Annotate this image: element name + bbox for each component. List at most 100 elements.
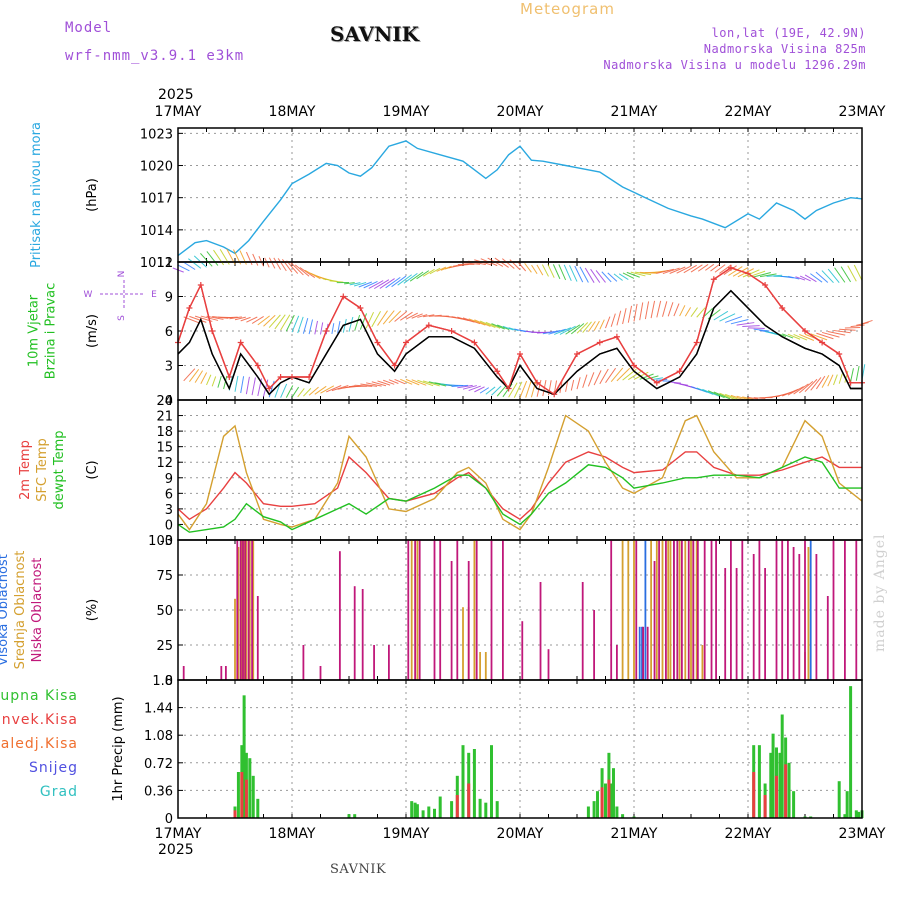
wind-arrow (710, 263, 720, 272)
wind-arrow (320, 385, 335, 394)
bottom-date-label: 22MAY (725, 826, 772, 842)
wind-arrow (371, 381, 387, 387)
wind-arrow (200, 253, 213, 267)
bar-konvek-kisa (763, 795, 767, 818)
wind-arrow (607, 272, 618, 282)
wind-arrow (610, 313, 616, 327)
wind-arrow (616, 367, 631, 382)
bar-visoka-oblacnost (809, 540, 812, 680)
y-tick-label: 6 (165, 325, 173, 340)
wind-arrow (291, 315, 300, 333)
wind-arrow (569, 265, 578, 282)
coords-label: lon,lat (19E, 42.9N) (711, 26, 866, 40)
bar-ukupna-kisa (769, 752, 773, 818)
y-tick-label: 21 (156, 410, 173, 425)
wind-arrow (570, 379, 575, 391)
wind-arrow (742, 396, 754, 400)
bar-ukupna-kisa (596, 791, 600, 818)
wind-arrow (377, 310, 388, 326)
bar-srednja-oblacnost (633, 540, 635, 680)
wind-arrow (194, 370, 204, 383)
wind-arrow (565, 324, 581, 335)
wind-arrow (462, 385, 477, 390)
wind-arrow (485, 321, 501, 329)
series-line-sfc-temp (177, 414, 863, 531)
top-date-label: 23MAY (839, 104, 886, 120)
wind-arrow (206, 251, 219, 266)
bar-niska-oblacnost (456, 540, 459, 680)
wind-arrow (297, 316, 304, 334)
side-label: Visoka Oblacnost (0, 554, 11, 666)
wind-arrow (552, 264, 561, 280)
wind-arrow (363, 280, 378, 289)
wind-arrow (626, 271, 640, 278)
bar-niska-oblacnost (353, 586, 356, 680)
wind-arrow (633, 303, 638, 322)
wind-arrow (683, 264, 697, 274)
series-line-top (177, 289, 862, 396)
wind-arrow (662, 301, 668, 317)
model-name: wrf-nmm_v3.9.1 e3km (65, 48, 245, 64)
wind-arrow (502, 258, 515, 269)
wind-arrow (252, 253, 259, 266)
wind-arrow (840, 266, 852, 283)
wind-arrow (696, 307, 706, 318)
wind-arrow (329, 280, 344, 283)
bar-ukupna-kisa (843, 814, 847, 818)
bar-niska-oblacnost (539, 582, 542, 680)
wind-arrow (246, 316, 258, 323)
wind-arrow (200, 372, 208, 384)
bar-niska-oblacnost (593, 610, 595, 680)
wind-arrow (719, 264, 732, 274)
wind-arrow (273, 257, 282, 270)
wind-arrow (628, 370, 643, 381)
bar-niska-oblacnost (361, 589, 364, 680)
wind-arrow (496, 384, 508, 397)
series-line-dewpt-temp (177, 456, 862, 533)
bar-srednja-oblacnost (473, 540, 476, 680)
bar-ukupna-kisa (849, 686, 853, 818)
bar-niska-oblacnost (798, 554, 801, 680)
bar-srednja-oblacnost (627, 540, 630, 680)
wind-arrow (576, 322, 589, 334)
wind-arrow (599, 319, 605, 330)
bar-ukupna-kisa (248, 758, 252, 818)
station-title: SAVNIK (330, 22, 420, 46)
wind-arrow (605, 316, 611, 329)
wind-arrow (834, 267, 846, 283)
wind-arrow (815, 375, 826, 390)
compass-e: E (151, 290, 157, 300)
bar-niska-oblacnost (781, 540, 784, 680)
bar-srednja-oblacnost (237, 547, 240, 680)
y-tick-label: 0 (165, 518, 173, 533)
wind-arrow (853, 264, 863, 281)
bar-srednja-oblacnost (701, 645, 704, 680)
wind-arrow (713, 391, 731, 400)
wind-arrow (409, 271, 424, 282)
wind-arrow (331, 323, 335, 335)
bar-niska-oblacnost (247, 540, 250, 680)
compass-s: S (117, 315, 127, 321)
wind-arrow (182, 261, 196, 270)
wind-arrow (280, 383, 288, 398)
y-tick-label: 9 (165, 472, 173, 487)
wind-arrow (268, 314, 281, 328)
wind-arrow (457, 384, 473, 389)
bar-niska-oblacnost (710, 540, 713, 680)
wind-arrow (810, 377, 822, 391)
wind-arrow (753, 272, 771, 278)
wind-arrow (509, 259, 521, 271)
wind-arrow (377, 380, 391, 386)
y-tick-label: 1014 (140, 224, 173, 239)
compass-w: W (84, 290, 93, 300)
bar-niska-oblacnost (642, 626, 645, 680)
top-date-label: 20MAY (497, 104, 544, 120)
bar-srednja-oblacnost (240, 540, 243, 680)
wind-arrow (400, 378, 413, 385)
bar-niska-oblacnost (752, 554, 755, 680)
wind-arrow (348, 316, 354, 332)
wind-arrow (787, 333, 801, 340)
wind-arrow (183, 368, 196, 382)
meteogram-label: Meteogram (520, 0, 615, 18)
